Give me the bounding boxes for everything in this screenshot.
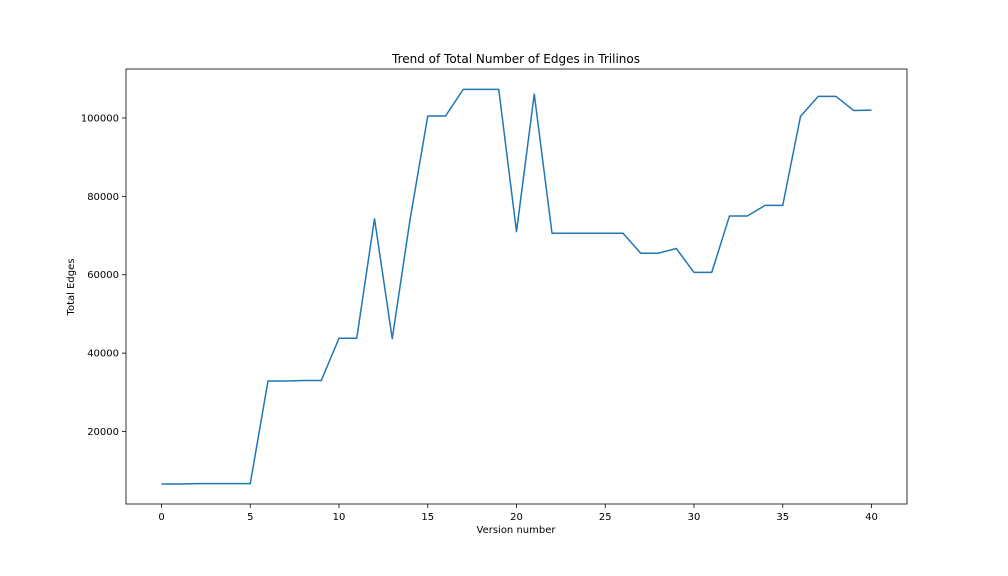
y-tick-label: 100000	[81, 113, 119, 124]
plot-area-frame	[125, 68, 908, 505]
x-tick-label: 0	[158, 512, 164, 523]
x-tick-label: 15	[421, 512, 434, 523]
y-tick-label: 20000	[87, 427, 119, 438]
x-axis-label: Version number	[477, 525, 557, 536]
x-tick-label: 10	[333, 512, 346, 523]
series-layer	[161, 88, 872, 485]
y-tick-label: 60000	[87, 270, 119, 281]
x-tick-label: 20	[510, 512, 523, 523]
series-line	[161, 88, 872, 485]
chart-title: Trend of Total Number of Edges in Trilin…	[391, 52, 640, 66]
x-tick-label: 5	[247, 512, 253, 523]
y-tick-label: 40000	[87, 349, 119, 360]
x-tick-label: 40	[865, 512, 878, 523]
x-tick-label: 30	[688, 512, 701, 523]
x-tick-label: 25	[599, 512, 612, 523]
x-tick-label: 35	[776, 512, 789, 523]
y-axis: 20000 40000 60000 80000 100000	[81, 113, 126, 438]
x-axis: 0 5 10 15 20 25 30 35 40	[158, 504, 878, 523]
y-tick-label: 80000	[87, 192, 119, 203]
y-axis-label: Total Edges	[66, 259, 77, 317]
